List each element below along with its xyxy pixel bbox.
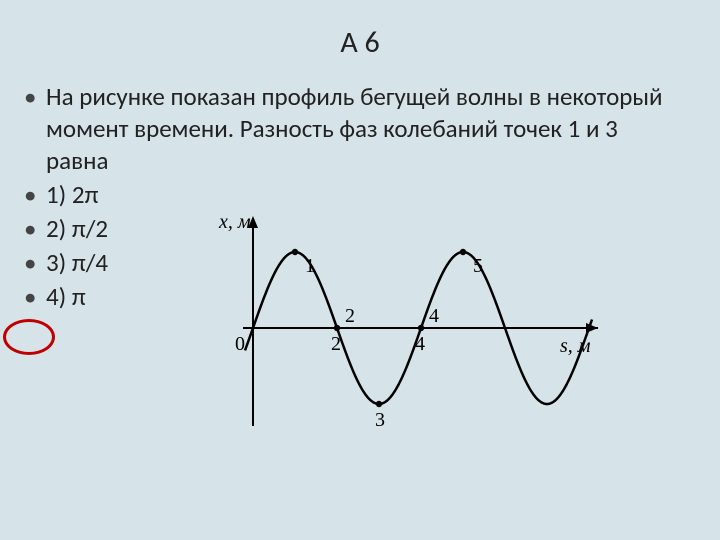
svg-text:4: 4 <box>415 333 425 355</box>
slide-title: А 6 <box>0 0 720 81</box>
bullet: • <box>22 247 46 279</box>
wave-chart: x, м s, м 0 2 4 1 2 3 4 5 <box>186 210 606 446</box>
svg-text:1: 1 <box>305 255 315 277</box>
option-1: • 1) 2π <box>22 179 680 211</box>
svg-text:2: 2 <box>331 333 341 355</box>
bullet: • <box>22 281 46 313</box>
bullet: • <box>22 81 46 113</box>
answer-circle-icon <box>3 319 55 355</box>
bullet: • <box>22 213 46 245</box>
svg-text:x, м: x, м <box>218 211 251 233</box>
svg-text:3: 3 <box>375 409 385 431</box>
question-line: • На рисунке показан профиль бегущей вол… <box>22 81 680 177</box>
svg-text:4: 4 <box>429 305 439 327</box>
question-text: На рисунке показан профиль бегущей волны… <box>46 81 680 177</box>
svg-text:5: 5 <box>473 255 483 277</box>
svg-text:2: 2 <box>345 305 355 327</box>
option-1-text: 1) 2π <box>46 179 680 211</box>
svg-text:0: 0 <box>235 333 245 355</box>
svg-text:s, м: s, м <box>560 335 591 357</box>
bullet: • <box>22 179 46 211</box>
